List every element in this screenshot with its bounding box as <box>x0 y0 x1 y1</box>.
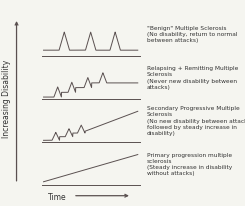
Text: "Benign" Multiple Sclerosis
(No disability, return to normal
between attacks): "Benign" Multiple Sclerosis (No disabili… <box>147 26 237 43</box>
Text: Secondary Progressive Multiple
Sclerosis
(No new disability between attacks
foll: Secondary Progressive Multiple Sclerosis… <box>147 106 245 136</box>
Text: Relapsing + Remitting Multiple
Sclerosis
(Never new disability between
attacks): Relapsing + Remitting Multiple Sclerosis… <box>147 66 238 90</box>
Text: Increasing Disability: Increasing Disability <box>2 60 11 138</box>
Text: Time: Time <box>48 193 66 202</box>
Text: Primary progression multiple
sclerosis
(Steady increase in disability
without at: Primary progression multiple sclerosis (… <box>147 153 232 176</box>
